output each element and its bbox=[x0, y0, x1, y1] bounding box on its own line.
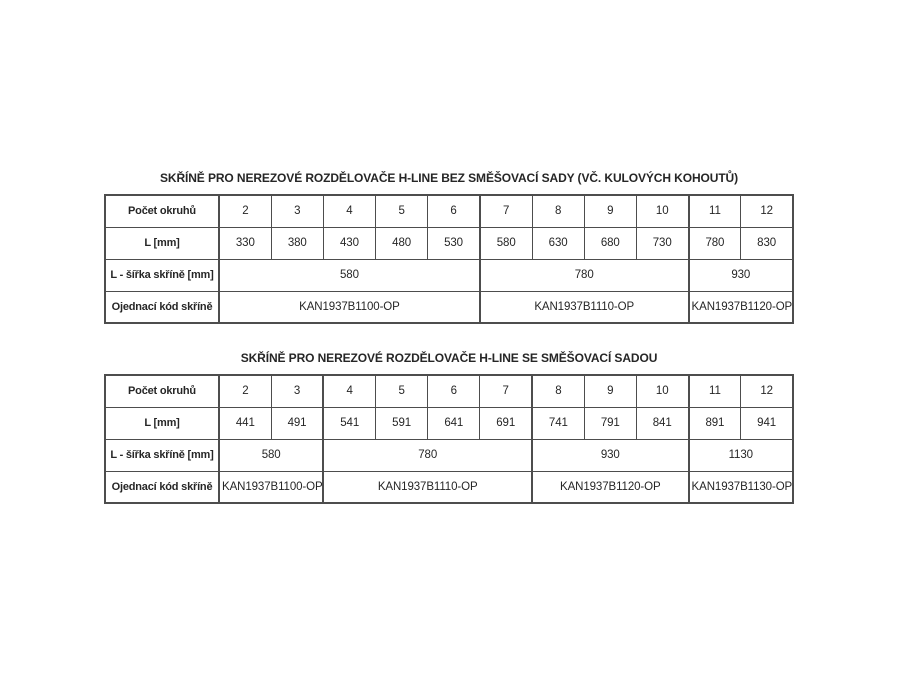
table-cell: 430 bbox=[322, 226, 377, 260]
table-row: Ojednací kód skříně KAN1937B1100-OP KAN193… bbox=[104, 470, 794, 504]
table-cell: 480 bbox=[375, 226, 429, 260]
table-cell: 8 bbox=[531, 194, 585, 228]
table-cell: 941 bbox=[740, 406, 794, 440]
table-cell: 12 bbox=[740, 194, 794, 228]
table-cell: 10 bbox=[635, 374, 690, 408]
table-row: L - šířka skříně [mm] 580 780 930 bbox=[104, 258, 794, 292]
table-title: SKŘÍNĚ PRO NEREZOVÉ ROZDĚLOVAČE H-LINE B… bbox=[159, 171, 739, 185]
table-cell: 4 bbox=[322, 194, 377, 228]
table-cell: 3 bbox=[270, 374, 324, 408]
row-label: L - šířka skříně [mm] bbox=[104, 258, 220, 292]
table-cell: 791 bbox=[583, 406, 637, 440]
row-label: Ojednací kód skříně bbox=[104, 290, 220, 324]
table-cell: 541 bbox=[322, 406, 377, 440]
row-label: Počet okruhů bbox=[104, 374, 220, 408]
table-row: Počet okruhů 2 3 4 5 6 7 8 9 10 11 12 bbox=[104, 194, 794, 228]
table-cell: 830 bbox=[740, 226, 794, 260]
table-cell: 641 bbox=[427, 406, 481, 440]
table-title: SKŘÍNĚ PRO NEREZOVÉ ROZDĚLOVAČE H-LINE S… bbox=[240, 351, 658, 365]
table-cell: 4 bbox=[322, 374, 377, 408]
row-label: L [mm] bbox=[104, 226, 220, 260]
table-cell: 730 bbox=[635, 226, 690, 260]
spec-table: Počet okruhů 2 3 4 5 6 7 8 9 10 11 12 L [mm] 330 380 43… bbox=[104, 194, 794, 324]
table-cell: 780 bbox=[322, 438, 533, 472]
table-cell: 2 bbox=[218, 374, 272, 408]
table-cell: 491 bbox=[270, 406, 324, 440]
table-body: Počet okruhů 2 3 4 5 6 7 8 9 10 11 12 L [mm] 330 380 43… bbox=[104, 194, 794, 324]
table-section-with-mixing-set: SKŘÍNĚ PRO NEREZOVÉ ROZDĚLOVAČE H-LINE S… bbox=[104, 350, 794, 504]
table-row: Ojednací kód skříně KAN1937B1100-OP KAN193… bbox=[104, 290, 794, 324]
table-cell: 9 bbox=[583, 194, 637, 228]
spec-table: Počet okruhů 2 3 4 5 6 7 8 9 10 11 12 L [mm] 441 491 54… bbox=[104, 374, 794, 504]
table-cell: KAN1937B1100-OP bbox=[218, 470, 324, 504]
table-cell: KAN1937B1110-OP bbox=[478, 290, 690, 324]
table-cell: 9 bbox=[583, 374, 637, 408]
table-cell: 7 bbox=[478, 194, 533, 228]
table-cell: 530 bbox=[427, 226, 481, 260]
table-cell: 5 bbox=[375, 374, 429, 408]
row-label: L [mm] bbox=[104, 406, 220, 440]
table-cell: KAN1937B1130-OP bbox=[687, 470, 794, 504]
table-cell: 6 bbox=[427, 374, 481, 408]
table-body: Počet okruhů 2 3 4 5 6 7 8 9 10 11 12 L [mm] 441 491 54… bbox=[104, 374, 794, 504]
table-row: L [mm] 441 491 541 591 641 691 741 791 841 891 941 bbox=[104, 406, 794, 440]
row-label: Počet okruhů bbox=[104, 194, 220, 228]
table-cell: 3 bbox=[270, 194, 324, 228]
table-cell: 12 bbox=[740, 374, 794, 408]
table-cell: 691 bbox=[479, 406, 533, 440]
table-cell: 5 bbox=[375, 194, 429, 228]
row-label: L - šířka skříně [mm] bbox=[104, 438, 220, 472]
table-cell: 11 bbox=[687, 374, 742, 408]
table-cell: KAN1937B1100-OP bbox=[218, 290, 481, 324]
table-cell: 841 bbox=[635, 406, 690, 440]
table-cell: 891 bbox=[687, 406, 742, 440]
table-cell: KAN1937B1110-OP bbox=[322, 470, 533, 504]
table-cell: 580 bbox=[218, 258, 481, 292]
table-section-without-mixing-set: SKŘÍNĚ PRO NEREZOVÉ ROZDĚLOVAČE H-LINE B… bbox=[104, 170, 794, 324]
table-row: Počet okruhů 2 3 4 5 6 7 8 9 10 11 12 bbox=[104, 374, 794, 408]
table-cell: 380 bbox=[270, 226, 324, 260]
table-row: L [mm] 330 380 430 480 530 580 630 680 730 780 830 bbox=[104, 226, 794, 260]
table-cell: 2 bbox=[218, 194, 272, 228]
table-cell: 741 bbox=[531, 406, 585, 440]
table-cell: 330 bbox=[218, 226, 272, 260]
table-cell: 780 bbox=[478, 258, 690, 292]
table-cell: 680 bbox=[583, 226, 637, 260]
table-cell: 7 bbox=[479, 374, 533, 408]
table-cell: 930 bbox=[687, 258, 794, 292]
table-cell: 930 bbox=[531, 438, 690, 472]
table-cell: 6 bbox=[427, 194, 481, 228]
table-cell: 580 bbox=[478, 226, 533, 260]
table-cell: KAN1937B1120-OP bbox=[531, 470, 690, 504]
row-label: Ojednací kód skříně bbox=[104, 470, 220, 504]
table-cell: 8 bbox=[531, 374, 585, 408]
table-cell: 1130 bbox=[687, 438, 794, 472]
table-cell: 630 bbox=[531, 226, 585, 260]
table-row: L - šířka skříně [mm] 580 780 930 1130 bbox=[104, 438, 794, 472]
table-cell: 10 bbox=[635, 194, 690, 228]
table-cell: 580 bbox=[218, 438, 324, 472]
table-cell: 780 bbox=[687, 226, 742, 260]
table-cell: KAN1937B1120-OP bbox=[687, 290, 794, 324]
table-cell: 11 bbox=[687, 194, 742, 228]
table-cell: 441 bbox=[218, 406, 272, 440]
table-cell: 591 bbox=[375, 406, 429, 440]
